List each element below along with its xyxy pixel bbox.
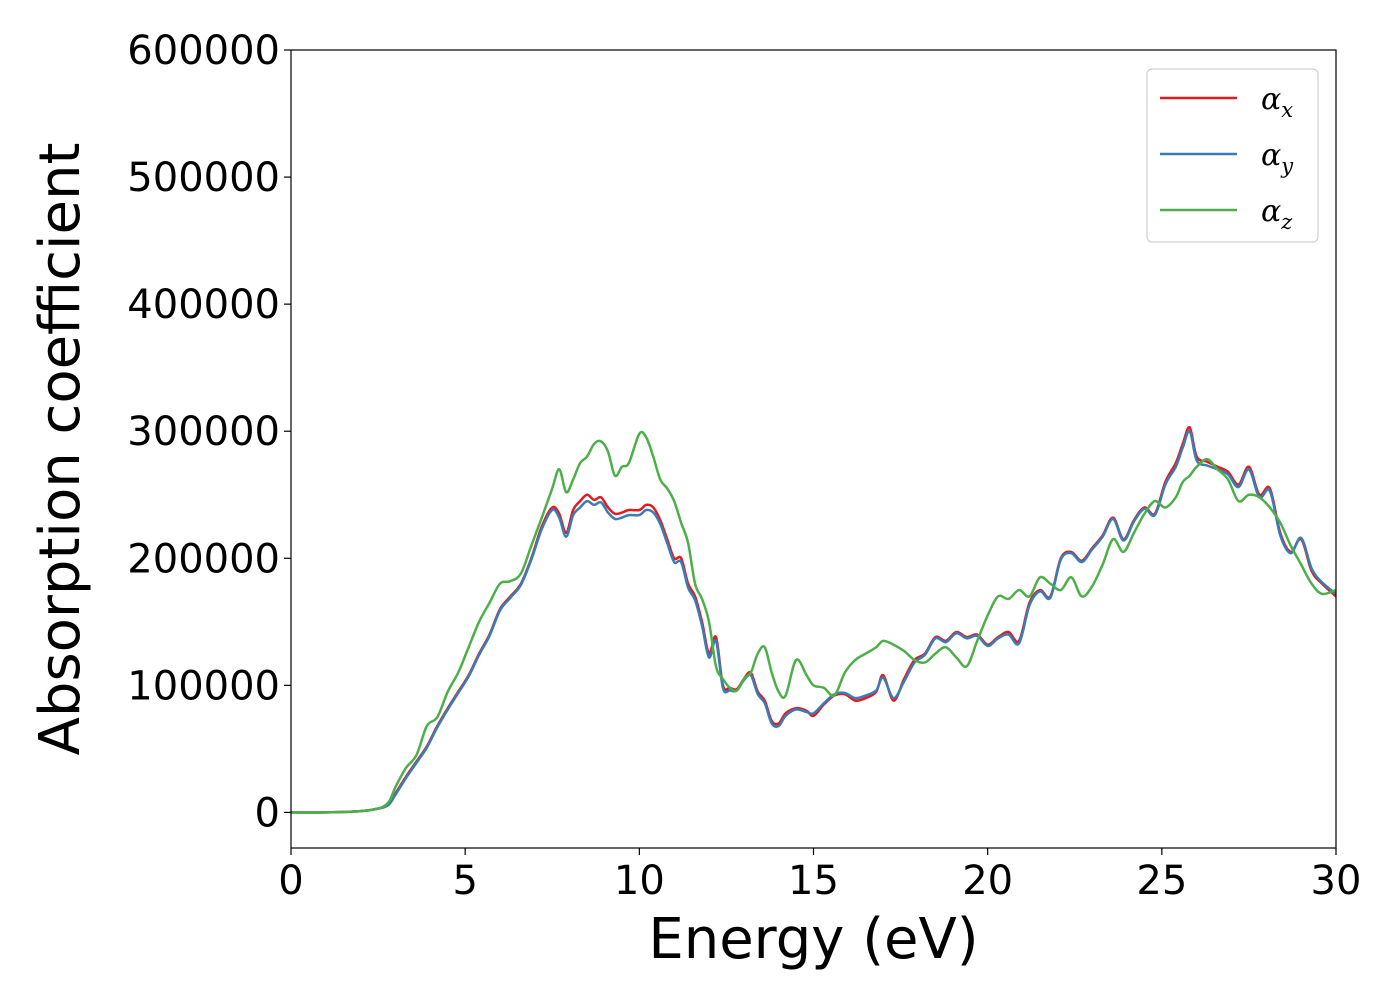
- y-axis-title: Absorption coefficient: [28, 143, 93, 756]
- y-tick-label: 300000: [127, 409, 280, 455]
- y-axis: 0 100000 200000 300000 400000 500000 600000: [127, 28, 291, 836]
- legend-symbol: α: [1261, 82, 1281, 117]
- y-tick-label: 600000: [127, 28, 280, 74]
- y-tick-label: 500000: [127, 155, 280, 201]
- legend-label: αx: [1261, 82, 1293, 122]
- y-tick-label: 0: [255, 790, 280, 836]
- legend-subscript: z: [1280, 210, 1293, 234]
- x-tick-label: 20: [962, 858, 1013, 904]
- y-tick-label: 400000: [127, 282, 280, 328]
- series-line-x: [291, 426, 1336, 814]
- series-layer: [291, 426, 1336, 814]
- x-tick-label: 10: [614, 858, 665, 904]
- series-line-y: [291, 429, 1336, 814]
- legend-subscript: y: [1280, 154, 1294, 178]
- legend-label: αz: [1261, 194, 1293, 234]
- x-axis: 0 5 10 15 20 25 30: [278, 848, 1361, 904]
- y-tick-label: 200000: [127, 536, 280, 582]
- x-tick-label: 5: [452, 858, 477, 904]
- legend-subscript: x: [1281, 98, 1293, 122]
- x-tick-label: 15: [788, 858, 839, 904]
- legend-box: [1146, 68, 1319, 243]
- x-tick-label: 30: [1311, 858, 1362, 904]
- legend-symbol: α: [1261, 194, 1281, 229]
- x-tick-label: 0: [278, 858, 303, 904]
- legend-label: αy: [1261, 138, 1294, 178]
- series-line-z: [291, 430, 1336, 814]
- x-axis-title: Energy (eV): [648, 907, 978, 972]
- legend-symbol: α: [1261, 138, 1281, 173]
- y-tick-label: 100000: [127, 663, 280, 709]
- x-tick-label: 25: [1136, 858, 1187, 904]
